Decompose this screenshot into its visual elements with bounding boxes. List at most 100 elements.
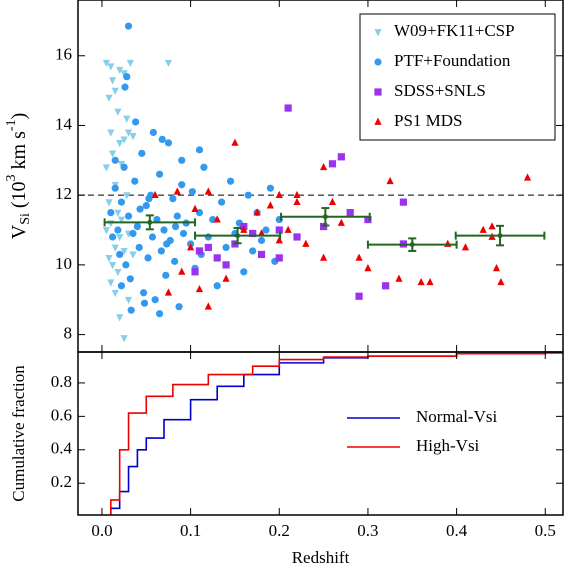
point (126, 275, 134, 283)
legend-label: High-Vsi (416, 436, 480, 455)
point (145, 195, 153, 203)
x-tick-label: 0.1 (180, 521, 201, 540)
point (293, 233, 301, 241)
point (417, 277, 425, 286)
point (479, 225, 487, 233)
point (337, 153, 345, 161)
point (102, 164, 110, 172)
y-axis-label-part: 3 (4, 174, 19, 181)
point (244, 191, 252, 199)
point (155, 310, 164, 318)
point (158, 135, 166, 144)
point (114, 209, 122, 217)
point (488, 222, 496, 230)
binned-mean (497, 233, 503, 239)
point (249, 229, 257, 238)
point (151, 190, 159, 199)
point (138, 149, 146, 157)
point (157, 247, 165, 255)
point (114, 268, 122, 277)
point (275, 254, 283, 262)
point (257, 236, 266, 245)
point (116, 140, 124, 148)
point (240, 225, 248, 233)
legend-marker (374, 29, 382, 37)
point (124, 129, 133, 137)
point (461, 243, 470, 251)
point (171, 257, 179, 265)
point (188, 188, 196, 196)
point (195, 247, 204, 255)
x-tick-label: 0.4 (446, 521, 468, 540)
point (120, 248, 128, 256)
point (164, 288, 173, 296)
point (169, 195, 177, 203)
y-axis-label-part: (10 (8, 181, 30, 213)
point (123, 73, 131, 81)
point (178, 181, 186, 189)
point (444, 239, 452, 247)
cdf-line (110, 352, 563, 515)
legend-marker (374, 117, 382, 125)
cdf-line (110, 352, 563, 515)
point (204, 243, 212, 252)
point (129, 229, 137, 238)
point (355, 253, 363, 261)
point (124, 296, 133, 305)
y-tick-label: 16 (55, 45, 72, 64)
point (140, 299, 149, 307)
legend-label: PS1 MDS (394, 111, 463, 130)
point (114, 108, 122, 116)
point (120, 163, 128, 171)
point (120, 70, 128, 78)
point (162, 271, 170, 279)
point (320, 222, 328, 231)
point (108, 150, 117, 158)
point (107, 129, 115, 137)
point (123, 115, 131, 123)
point (149, 128, 157, 137)
point (328, 197, 337, 206)
point (133, 222, 142, 231)
point (129, 133, 137, 141)
point (129, 251, 137, 259)
legend-box (359, 13, 556, 141)
point (275, 226, 283, 234)
point (178, 156, 186, 164)
point (116, 314, 124, 322)
point (164, 59, 173, 68)
x-tick-label: 0.0 (91, 521, 112, 540)
point (204, 233, 212, 241)
point (222, 243, 230, 252)
point (111, 156, 119, 164)
point (111, 289, 119, 298)
point (105, 94, 113, 102)
point (253, 208, 261, 216)
y-tick-label: 0.4 (51, 439, 73, 458)
point (131, 177, 139, 185)
point (144, 254, 152, 262)
x-axis-label: Redshift (292, 548, 350, 567)
y-axis-label-part: ) (8, 113, 30, 120)
point (497, 277, 505, 286)
point (120, 335, 128, 343)
point (163, 240, 171, 248)
point (142, 202, 150, 210)
point (187, 243, 195, 251)
point (108, 261, 117, 270)
point (200, 163, 208, 171)
x-tick-label: 0.2 (269, 521, 290, 540)
y-tick-label: 0.8 (51, 372, 72, 391)
legend-label: Normal-Vsi (416, 407, 497, 426)
point (257, 250, 266, 259)
y-axis-label: VSi (103 km s-1) (4, 113, 33, 240)
x-tick-label: 0.3 (357, 521, 378, 540)
point (328, 160, 337, 168)
point (135, 243, 143, 252)
point (266, 184, 275, 192)
y-axis-label-part: Si (18, 213, 33, 225)
y-axis-label-part: km s (8, 131, 30, 175)
binned-mean (147, 219, 153, 225)
point (204, 302, 212, 310)
